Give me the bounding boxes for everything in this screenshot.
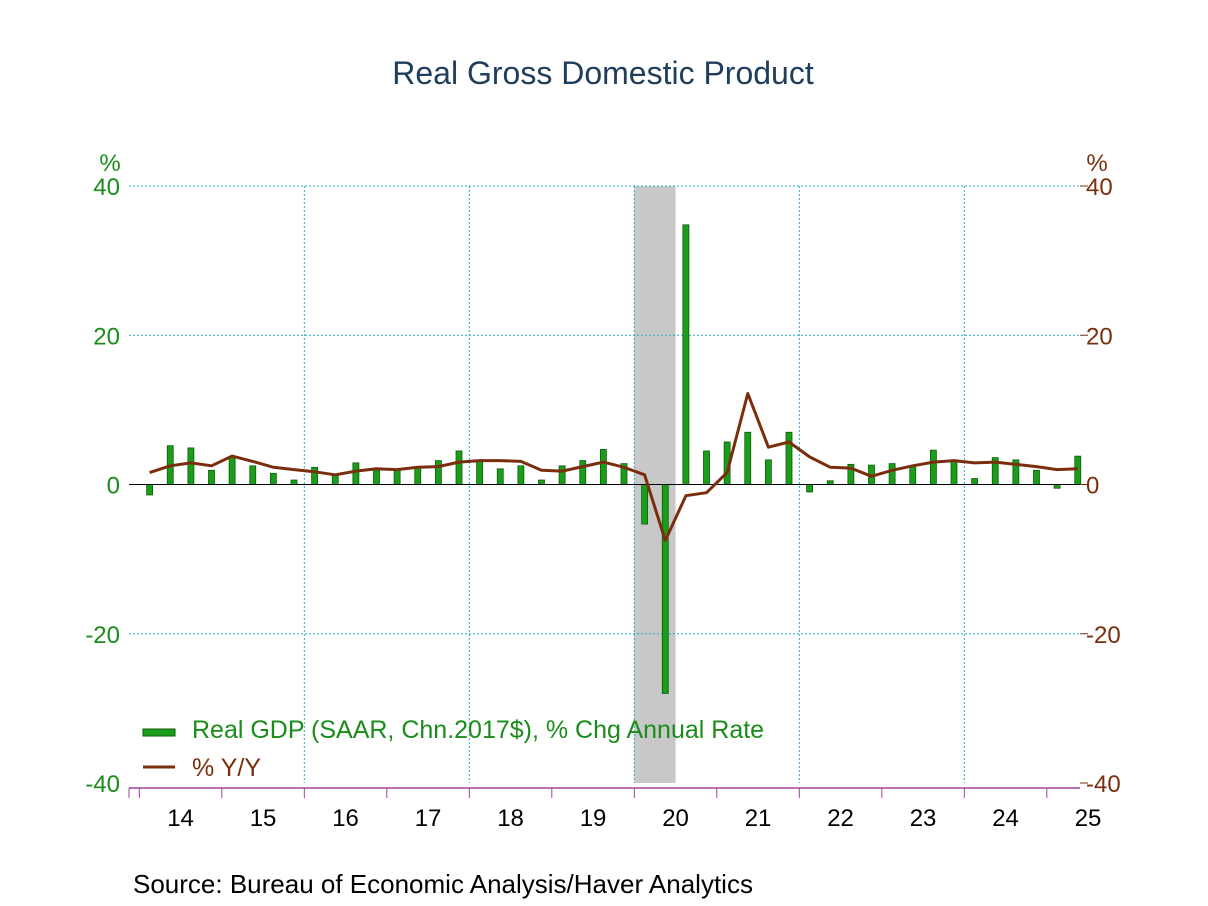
bar xyxy=(476,459,484,485)
bar xyxy=(785,431,793,485)
x-tick-label: 22 xyxy=(827,805,854,832)
x-tick-label: 15 xyxy=(250,805,277,832)
bar xyxy=(228,455,236,485)
bar xyxy=(661,484,669,694)
bar xyxy=(434,460,442,485)
left-tick-label: 20 xyxy=(93,323,120,350)
x-tick-label: 17 xyxy=(415,805,442,832)
source-note: Source: Bureau of Economic Analysis/Have… xyxy=(133,869,753,899)
x-tick-label: 25 xyxy=(1075,805,1102,832)
bar xyxy=(744,431,752,485)
bar xyxy=(1053,484,1061,489)
bar xyxy=(187,447,195,485)
bar xyxy=(971,478,979,485)
left-tick-label: -40 xyxy=(85,771,120,798)
x-tick-label: 20 xyxy=(662,805,689,832)
bar xyxy=(703,450,710,485)
yoy-line xyxy=(149,392,1078,542)
bar xyxy=(414,466,422,485)
bar xyxy=(146,484,154,496)
right-tick-label: -20 xyxy=(1086,622,1121,649)
right-tick-label: 20 xyxy=(1086,323,1113,350)
x-tick-label: 21 xyxy=(745,805,772,832)
legend: Real GDP (SAAR, Chn.2017$), % Chg Annual… xyxy=(142,716,764,782)
bar xyxy=(517,465,525,485)
x-tick-label: 24 xyxy=(992,805,1019,832)
x-tick-label: 18 xyxy=(497,805,524,832)
x-tick-label: 14 xyxy=(167,805,194,832)
right-tick-label: 0 xyxy=(1086,473,1099,500)
bar xyxy=(311,466,319,485)
bar xyxy=(929,449,937,485)
bar xyxy=(538,479,545,485)
bar xyxy=(373,467,380,485)
chart-title: Real Gross Domestic Product xyxy=(392,55,814,91)
bar xyxy=(599,449,607,485)
bar xyxy=(764,459,772,485)
bar xyxy=(950,460,958,485)
legend-bar-swatch xyxy=(142,728,176,737)
x-axis: 14 15 16 17 18 19 20 21 22 23 24 25 xyxy=(128,787,1102,832)
bar xyxy=(826,480,834,485)
gridlines xyxy=(129,185,1080,783)
right-y-axis: % 40 20 0 -20 -40 xyxy=(1080,150,1121,798)
yoy-polyline xyxy=(149,392,1078,542)
bar xyxy=(909,466,917,485)
x-tick-label: 16 xyxy=(332,805,359,832)
bar xyxy=(1033,469,1040,485)
bar xyxy=(249,465,257,485)
bar xyxy=(352,462,360,485)
left-tick-label: -20 xyxy=(85,622,120,649)
x-tick-label: 23 xyxy=(910,805,937,832)
bar xyxy=(558,465,566,485)
right-tick-label: 40 xyxy=(1086,174,1113,201)
left-axis-unit: % xyxy=(99,150,120,177)
x-tick-label: 19 xyxy=(580,805,607,832)
bar xyxy=(393,469,401,485)
left-y-axis: % 40 20 0 -20 -40 xyxy=(85,150,120,798)
bar xyxy=(641,484,649,525)
bar xyxy=(579,460,587,485)
bar xyxy=(269,472,277,485)
left-tick-label: 0 xyxy=(107,473,120,500)
right-axis-unit: % xyxy=(1086,150,1107,177)
bar xyxy=(888,463,896,485)
bar xyxy=(682,224,690,485)
legend-bar-label: Real GDP (SAAR, Chn.2017$), % Chg Annual… xyxy=(192,716,764,744)
bar xyxy=(290,479,298,485)
bar xyxy=(455,450,463,485)
bar xyxy=(208,469,215,485)
legend-line-label: % Y/Y xyxy=(192,754,261,782)
bar xyxy=(806,484,814,493)
right-tick-label: -40 xyxy=(1086,771,1121,798)
bar xyxy=(496,468,504,485)
left-tick-label: 40 xyxy=(93,174,120,201)
bars xyxy=(146,224,1082,694)
